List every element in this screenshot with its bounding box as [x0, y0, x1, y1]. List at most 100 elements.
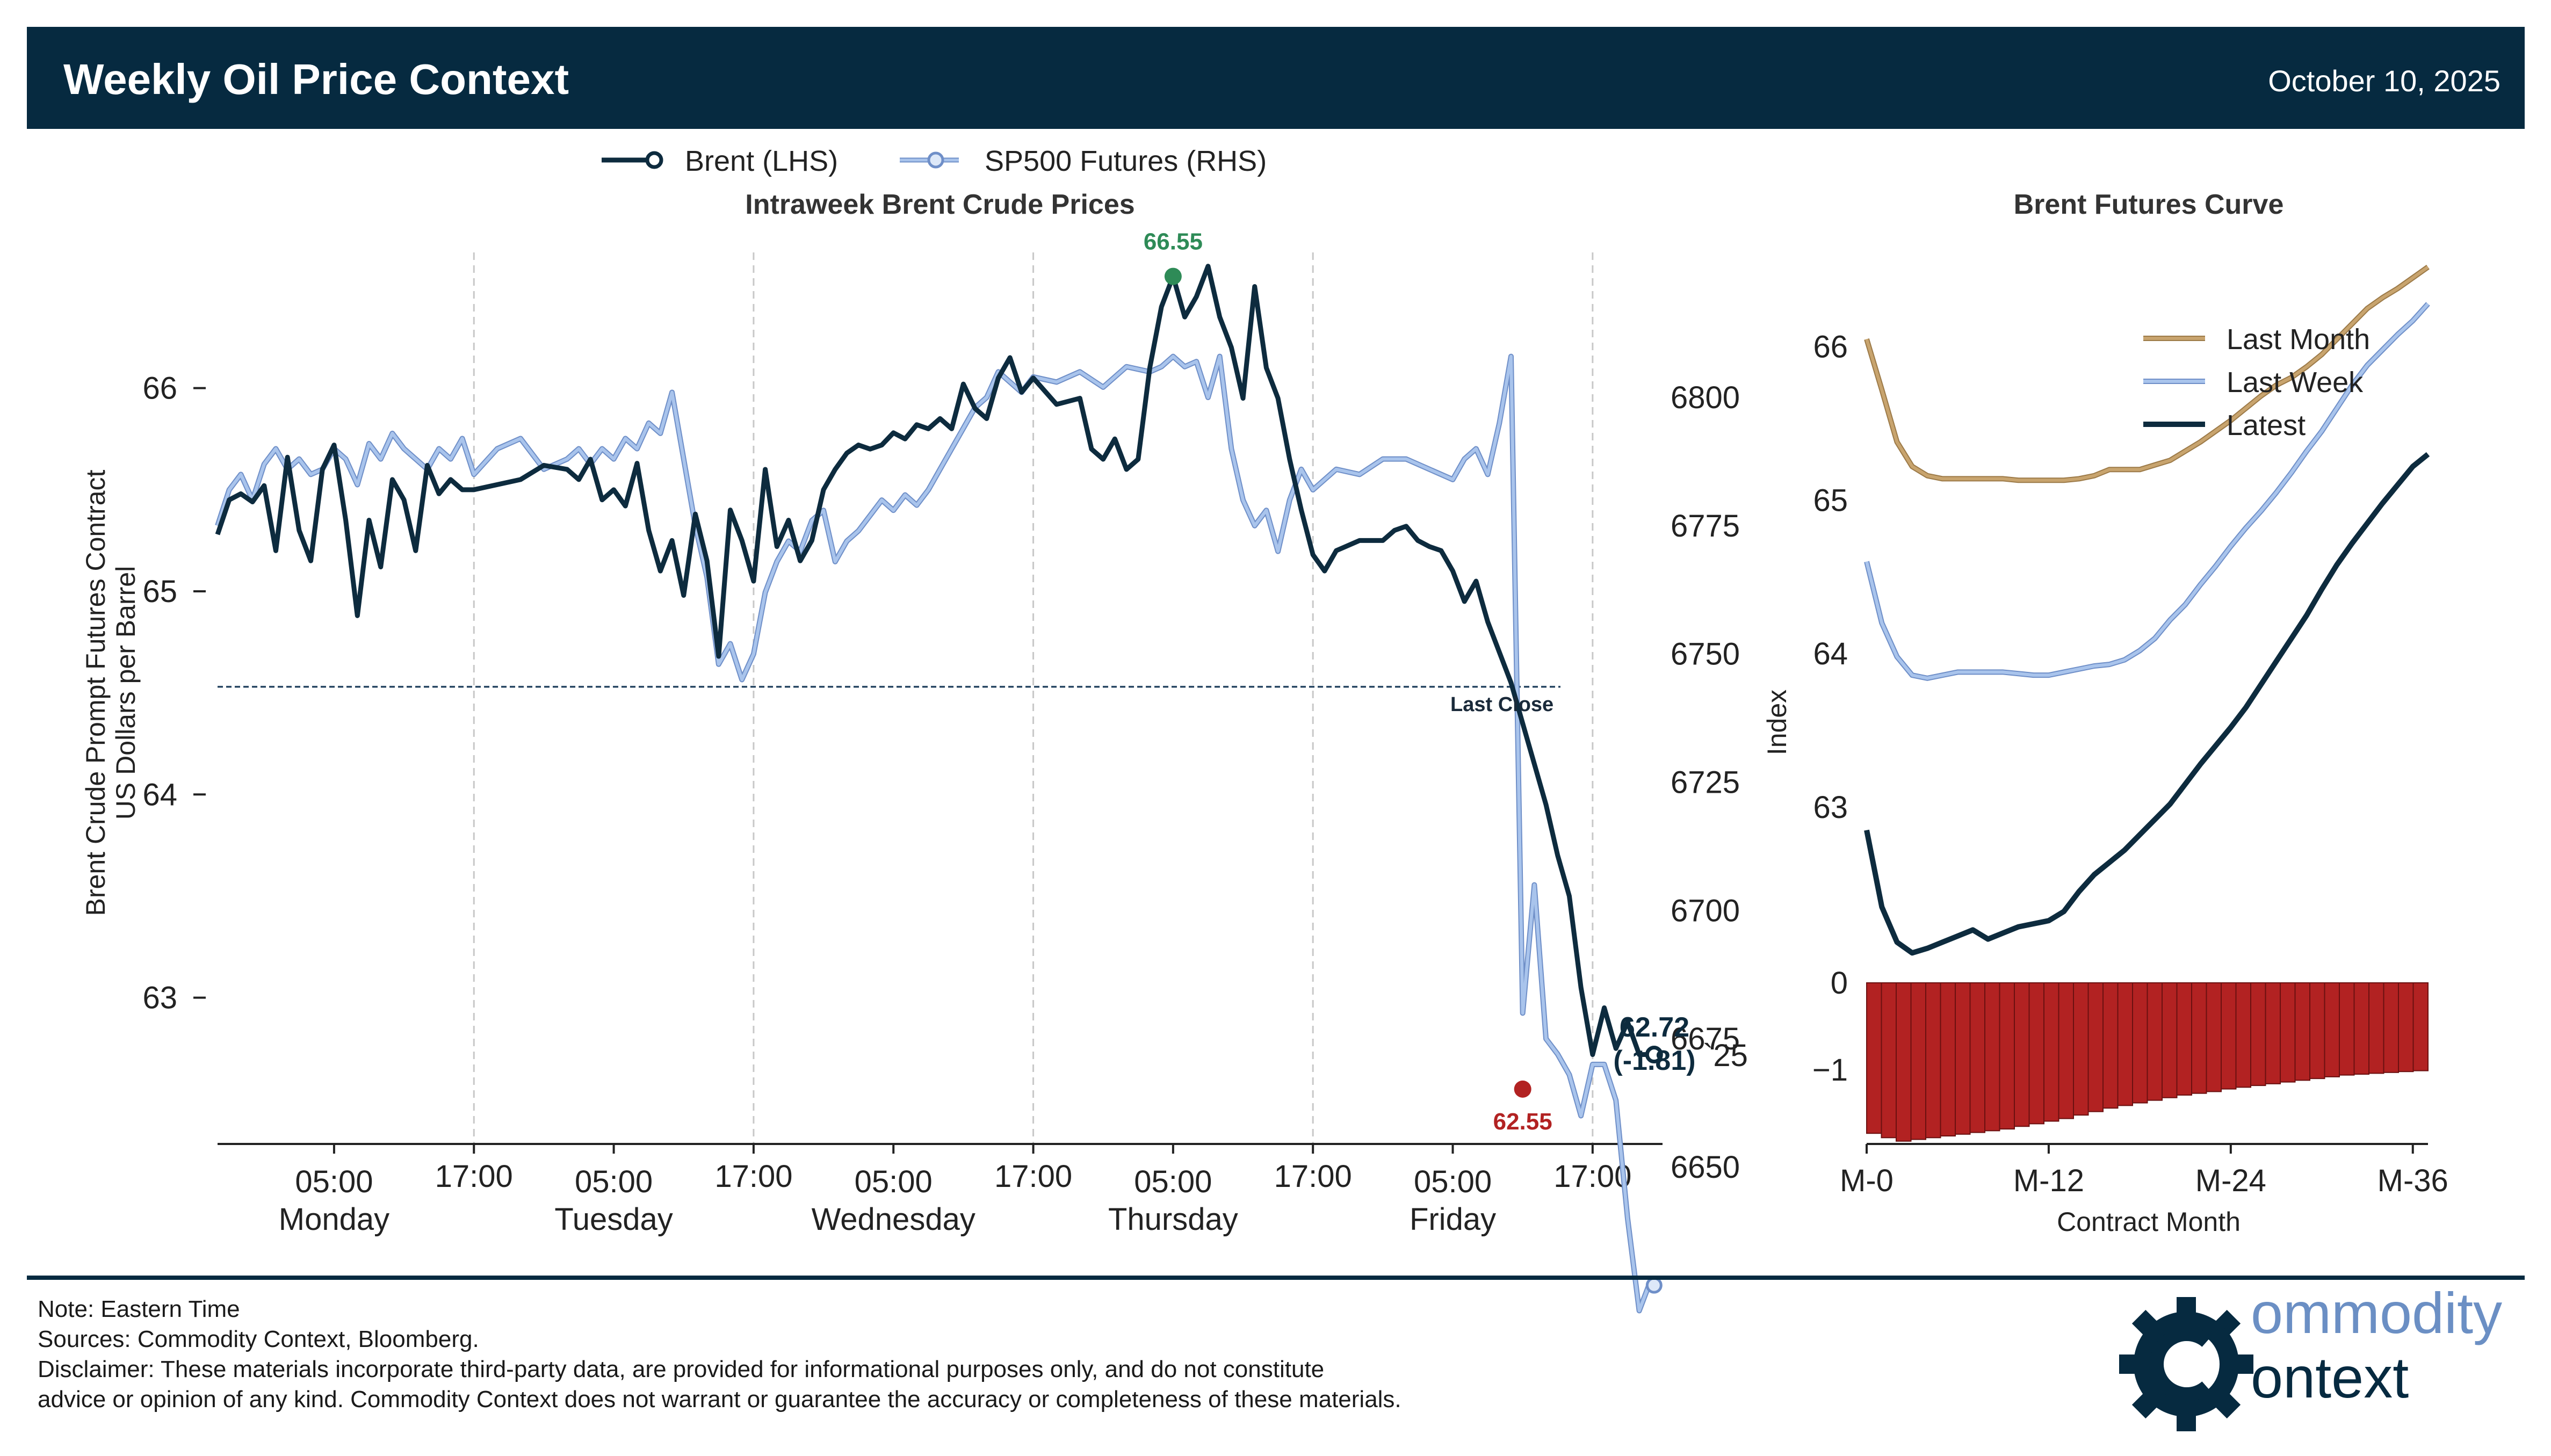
brent-end-marker [1645, 1046, 1663, 1064]
spread-bar [1910, 982, 1926, 1140]
legend-brent-label: Brent (LHS) [685, 145, 838, 177]
spread-bar [2353, 982, 2369, 1075]
footer-sources: Sources: Commodity Context, Bloomberg. [38, 1326, 479, 1352]
spread-bar [1866, 982, 1882, 1134]
spread-bar [2014, 982, 2030, 1127]
spread-bar [2087, 982, 2104, 1112]
curve-latest-line [1864, 452, 2430, 956]
x-tick-day-label: Friday [1410, 1202, 1496, 1237]
x-tick-label: 17:00 [994, 1159, 1072, 1194]
x-tick-label: 05:00 [1134, 1164, 1212, 1199]
curve-last-week-line [1865, 302, 2430, 680]
y2-tick-label: 6650 [1671, 1150, 1740, 1185]
high-marker [1164, 267, 1182, 285]
brent-series-line [215, 264, 1651, 1057]
spread-bar [2147, 982, 2163, 1101]
spread-bar [1940, 982, 1956, 1137]
spread-bar [2132, 982, 2148, 1104]
spread-bar [2324, 982, 2340, 1077]
y2-tick-label: 6675 [1671, 1022, 1740, 1056]
footer-notes: Note: Eastern Time Sources: Commodity Co… [38, 1294, 1401, 1415]
x-tick-label: 17:00 [714, 1159, 792, 1194]
x-tick-day-label: Monday [279, 1202, 389, 1237]
x-tick-label: 17:00 [1553, 1159, 1631, 1194]
curve-x-tick-label: M-36 [2377, 1163, 2448, 1198]
spread-bar [1881, 982, 1897, 1139]
spread-y-tick-label: −1 [1812, 1053, 1848, 1088]
legend-brent-marker [645, 151, 663, 169]
curve-x-tick-label: M-24 [2195, 1163, 2266, 1198]
spread-bar [2162, 982, 2178, 1098]
spread-bar [2398, 982, 2414, 1073]
last-close-label: Last Close [1450, 693, 1553, 716]
y-axis-title-line: Brent Crude Prompt Futures Contract [81, 469, 111, 916]
footer-note: Note: Eastern Time [38, 1296, 240, 1322]
footer-disclaimer-line-2: advice or opinion of any kind. Commodity… [38, 1386, 1401, 1412]
y2-tick-label: 6800 [1671, 380, 1740, 415]
spread-bar [2117, 982, 2133, 1106]
logo-text-commodity: ommodity [2251, 1280, 2503, 1345]
spread-bar [2073, 982, 2089, 1116]
spread-bar [2309, 982, 2325, 1080]
x-tick-label: 17:00 [1274, 1159, 1352, 1194]
curve-legend-label: Last Week [2227, 366, 2364, 399]
low-label: 62.55 [1493, 1109, 1552, 1135]
spread-bar [2102, 982, 2119, 1109]
logo-text-context: ontext [2251, 1345, 2409, 1410]
legend-sp500-label: SP500 Futures (RHS) [985, 145, 1267, 177]
spread-bar [2176, 982, 2192, 1096]
title-banner: Weekly Oil Price Context October 10, 202… [27, 27, 2525, 129]
spread-bar [2368, 982, 2384, 1074]
curve-x-tick-label: M-0 [1840, 1163, 1894, 1198]
curve-y-tick-label: 66 [1813, 330, 1848, 365]
y-axis-title-line: US Dollars per Barrel [111, 566, 141, 820]
x-tick-label: 05:00 [855, 1164, 933, 1199]
y2-tick-label: 6750 [1671, 637, 1740, 672]
curve-y-tick-label: 63 [1813, 790, 1848, 825]
y2-tick-label-partial: `25 [1703, 1038, 1748, 1073]
footer-divider [27, 1276, 2525, 1280]
commodity-context-logo: ommodity ontext [2116, 1280, 2525, 1445]
end-value-label: 62.72 [1620, 1012, 1689, 1043]
legend-sp500-marker [927, 151, 944, 169]
x-tick-label: 17:00 [435, 1159, 513, 1194]
chart-legend: Brent (LHS) SP500 Futures (RHS) [602, 145, 1267, 177]
curve-last-week-line-outline [1864, 302, 2430, 681]
curve-legend: Last Month Last Week Latest [2143, 323, 2370, 441]
report-date: October 10, 2025 [2268, 64, 2501, 98]
x-tick-label: 05:00 [1414, 1164, 1492, 1199]
spread-bar [2058, 982, 2074, 1119]
spread-bar [2043, 982, 2059, 1122]
spread-bar [1969, 982, 1985, 1133]
end-change-label: (-1.81) [1613, 1045, 1695, 1076]
gear-c-icon [2119, 1297, 2253, 1431]
spread-bar [1955, 982, 1971, 1135]
y-tick-label: 66 [142, 371, 177, 406]
spread-bar [1984, 982, 2000, 1132]
spread-bar [2206, 982, 2222, 1092]
spread-bar [1896, 982, 1912, 1142]
curve-chart-title: Brent Futures Curve [2014, 189, 2284, 220]
spread-bar [2280, 982, 2296, 1083]
spread-bar [2339, 982, 2355, 1076]
x-tick-label: 05:00 [575, 1164, 653, 1199]
y2-tick-label: 6775 [1671, 509, 1740, 544]
x-tick-day-label: Wednesday [812, 1202, 975, 1237]
spread-y-tick-label: 0 [1831, 966, 1848, 1001]
curve-y-tick-label: 65 [1813, 483, 1848, 518]
chart-title: Intraweek Brent Crude Prices [745, 189, 1134, 220]
curve-x-axis-title: Contract Month [2057, 1207, 2241, 1237]
y2-axis-title: Index [1762, 690, 1792, 755]
curve-y-tick-label: 64 [1813, 636, 1848, 671]
spread-bar [2294, 982, 2310, 1081]
spread-bar [1925, 982, 1941, 1139]
curve-legend-label: Last Month [2227, 323, 2370, 356]
curve-legend-label: Latest [2227, 409, 2306, 441]
y2-tick-label: 6700 [1671, 893, 1740, 928]
curve-x-tick-label: M-12 [2013, 1163, 2084, 1198]
y2-tick-label: 6725 [1671, 765, 1740, 800]
y-tick-label: 64 [142, 777, 177, 812]
spread-bar [1999, 982, 2015, 1130]
page-title: Weekly Oil Price Context [63, 55, 569, 103]
